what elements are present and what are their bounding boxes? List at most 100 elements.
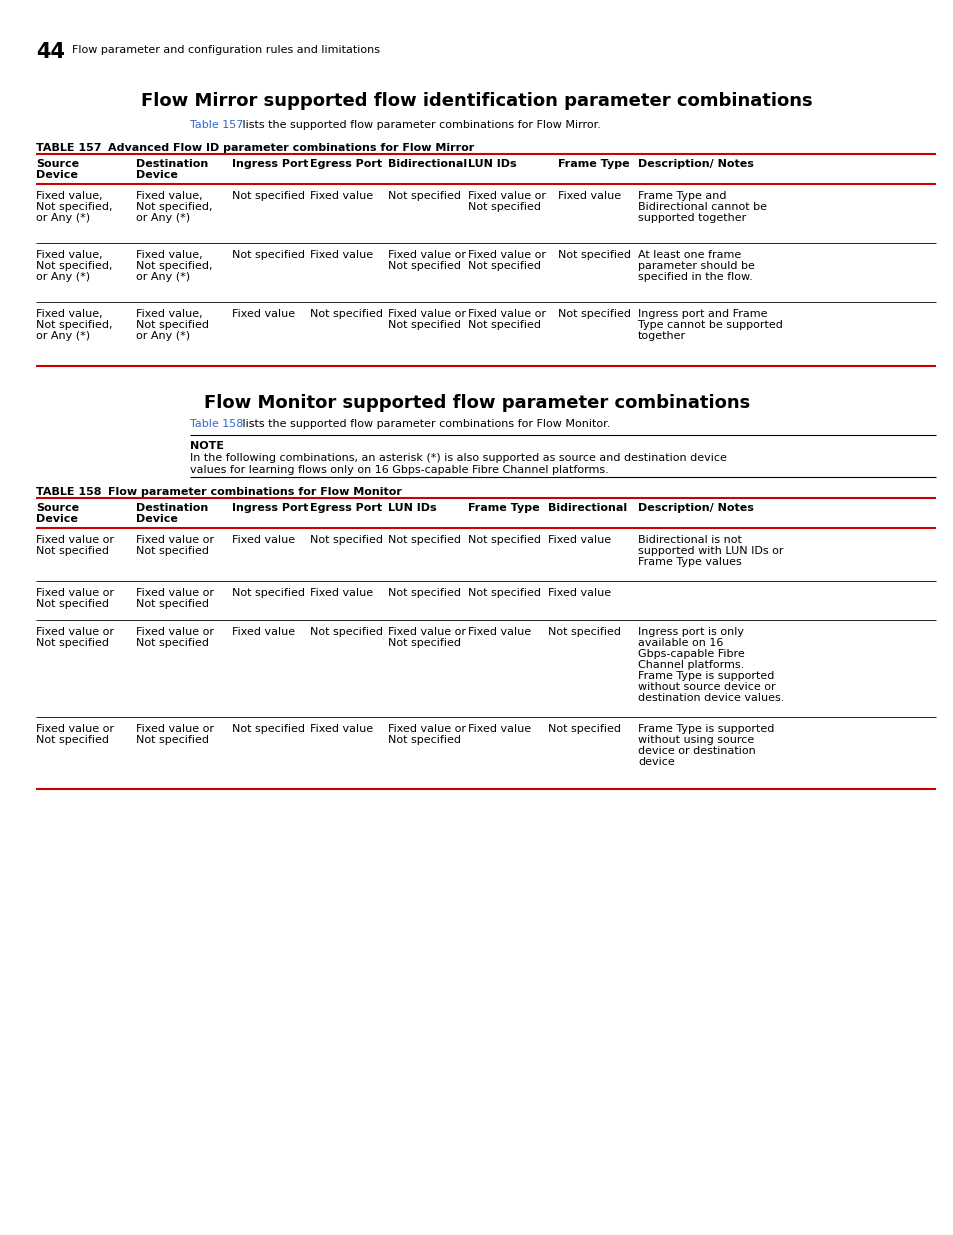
Text: Flow parameter and configuration rules and limitations: Flow parameter and configuration rules a…: [71, 44, 379, 56]
Text: device or destination: device or destination: [638, 746, 755, 756]
Text: Destination: Destination: [136, 503, 208, 513]
Text: Table 158: Table 158: [190, 419, 243, 429]
Text: Not specified: Not specified: [136, 638, 209, 648]
Text: Fixed value or: Fixed value or: [388, 724, 465, 734]
Text: supported with LUN IDs or: supported with LUN IDs or: [638, 546, 782, 556]
Text: Fixed value: Fixed value: [232, 309, 294, 319]
Text: Source: Source: [36, 503, 79, 513]
Text: Egress Port: Egress Port: [310, 159, 382, 169]
Text: Not specified,: Not specified,: [36, 320, 112, 330]
Text: values for learning flows only on 16 Gbps-capable Fibre Channel platforms.: values for learning flows only on 16 Gbp…: [190, 466, 608, 475]
Text: without using source: without using source: [638, 735, 754, 745]
Text: LUN IDs: LUN IDs: [468, 159, 517, 169]
Text: Fixed value or: Fixed value or: [36, 535, 113, 545]
Text: supported together: supported together: [638, 212, 745, 224]
Text: Not specified: Not specified: [136, 320, 209, 330]
Text: Not specified,: Not specified,: [136, 261, 213, 270]
Text: Channel platforms.: Channel platforms.: [638, 659, 743, 671]
Text: together: together: [638, 331, 685, 341]
Text: Not specified: Not specified: [232, 724, 305, 734]
Text: Not specified,: Not specified,: [36, 261, 112, 270]
Text: Not specified,: Not specified,: [136, 203, 213, 212]
Text: Flow parameter combinations for Flow Monitor: Flow parameter combinations for Flow Mon…: [108, 487, 401, 496]
Text: Fixed value or: Fixed value or: [136, 588, 213, 598]
Text: Fixed value or: Fixed value or: [468, 191, 545, 201]
Text: Not specified: Not specified: [136, 546, 209, 556]
Text: Fixed value or: Fixed value or: [136, 627, 213, 637]
Text: Device: Device: [36, 514, 78, 524]
Text: Not specified: Not specified: [232, 191, 305, 201]
Text: Fixed value or: Fixed value or: [36, 724, 113, 734]
Text: Fixed value: Fixed value: [468, 627, 531, 637]
Text: Flow Monitor supported flow parameter combinations: Flow Monitor supported flow parameter co…: [204, 394, 749, 412]
Text: Fixed value or: Fixed value or: [36, 588, 113, 598]
Text: Bidirectional cannot be: Bidirectional cannot be: [638, 203, 766, 212]
Text: Ingress port is only: Ingress port is only: [638, 627, 743, 637]
Text: Fixed value: Fixed value: [310, 588, 373, 598]
Text: Fixed value or: Fixed value or: [388, 627, 465, 637]
Text: In the following combinations, an asterisk (*) is also supported as source and d: In the following combinations, an asteri…: [190, 453, 726, 463]
Text: Fixed value or: Fixed value or: [136, 724, 213, 734]
Text: Bidirectional: Bidirectional: [547, 503, 626, 513]
Text: NOTE: NOTE: [190, 441, 224, 451]
Text: or Any (*): or Any (*): [36, 331, 90, 341]
Text: Not specified: Not specified: [388, 535, 460, 545]
Text: Fixed value: Fixed value: [310, 249, 373, 261]
Text: LUN IDs: LUN IDs: [388, 503, 436, 513]
Text: Source: Source: [36, 159, 79, 169]
Text: Frame Type is supported: Frame Type is supported: [638, 724, 774, 734]
Text: Fixed value,: Fixed value,: [136, 309, 202, 319]
Text: Fixed value: Fixed value: [310, 191, 373, 201]
Text: Not specified: Not specified: [388, 191, 460, 201]
Text: Not specified: Not specified: [388, 588, 460, 598]
Text: Not specified: Not specified: [136, 599, 209, 609]
Text: Fixed value,: Fixed value,: [36, 249, 103, 261]
Text: or Any (*): or Any (*): [136, 212, 190, 224]
Text: Not specified: Not specified: [310, 309, 382, 319]
Text: Not specified: Not specified: [388, 735, 460, 745]
Text: Not specified: Not specified: [468, 588, 540, 598]
Text: Fixed value or: Fixed value or: [136, 535, 213, 545]
Text: Ingress Port: Ingress Port: [232, 503, 308, 513]
Text: Device: Device: [136, 170, 177, 180]
Text: available on 16: available on 16: [638, 638, 722, 648]
Text: Fixed value,: Fixed value,: [36, 309, 103, 319]
Text: or Any (*): or Any (*): [36, 272, 90, 282]
Text: Fixed value or: Fixed value or: [388, 249, 465, 261]
Text: Not specified: Not specified: [310, 535, 382, 545]
Text: Fixed value: Fixed value: [468, 724, 531, 734]
Text: Not specified: Not specified: [468, 261, 540, 270]
Text: lists the supported flow parameter combinations for Flow Monitor.: lists the supported flow parameter combi…: [239, 419, 610, 429]
Text: Not specified: Not specified: [468, 320, 540, 330]
Text: Not specified: Not specified: [232, 588, 305, 598]
Text: Device: Device: [136, 514, 177, 524]
Text: Not specified: Not specified: [36, 735, 109, 745]
Text: TABLE 158: TABLE 158: [36, 487, 101, 496]
Text: Type cannot be supported: Type cannot be supported: [638, 320, 782, 330]
Text: Not specified: Not specified: [558, 309, 630, 319]
Text: Fixed value: Fixed value: [310, 724, 373, 734]
Text: Fixed value,: Fixed value,: [136, 191, 202, 201]
Text: Not specified: Not specified: [136, 735, 209, 745]
Text: parameter should be: parameter should be: [638, 261, 754, 270]
Text: Flow Mirror supported flow identification parameter combinations: Flow Mirror supported flow identificatio…: [141, 91, 812, 110]
Text: Fixed value: Fixed value: [232, 627, 294, 637]
Text: Fixed value: Fixed value: [558, 191, 620, 201]
Text: destination device values.: destination device values.: [638, 693, 783, 703]
Text: Fixed value,: Fixed value,: [136, 249, 202, 261]
Text: Not specified: Not specified: [310, 627, 382, 637]
Text: Fixed value or: Fixed value or: [388, 309, 465, 319]
Text: Not specified,: Not specified,: [36, 203, 112, 212]
Text: or Any (*): or Any (*): [136, 272, 190, 282]
Text: Not specified: Not specified: [36, 638, 109, 648]
Text: Not specified: Not specified: [547, 724, 620, 734]
Text: device: device: [638, 757, 674, 767]
Text: without source device or: without source device or: [638, 682, 775, 692]
Text: Not specified: Not specified: [388, 261, 460, 270]
Text: Gbps-capable Fibre: Gbps-capable Fibre: [638, 650, 744, 659]
Text: Frame Type: Frame Type: [468, 503, 539, 513]
Text: Advanced Flow ID parameter combinations for Flow Mirror: Advanced Flow ID parameter combinations …: [108, 143, 474, 153]
Text: Fixed value or: Fixed value or: [468, 249, 545, 261]
Text: Not specified: Not specified: [36, 546, 109, 556]
Text: Not specified: Not specified: [388, 320, 460, 330]
